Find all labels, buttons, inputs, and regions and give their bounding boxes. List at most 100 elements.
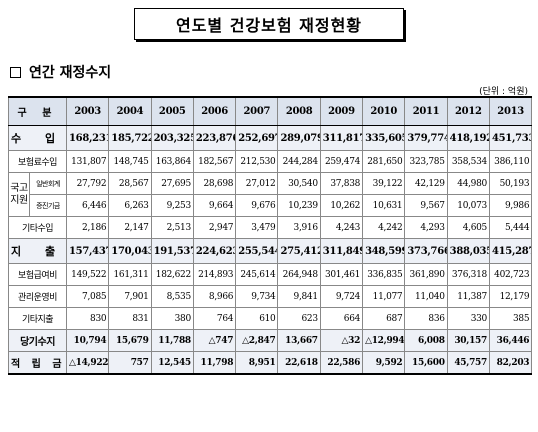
national-support-group-label: 국고 지원 일반회계 증진기금	[8, 172, 67, 217]
row-label: 관리운영비	[8, 285, 67, 308]
value-cell: 9,734	[235, 285, 279, 308]
header-year: 2006	[192, 96, 237, 126]
value-cell: 131,807	[65, 150, 110, 173]
value-cell: 4,293	[404, 216, 448, 239]
table-row: 국고 지원 일반회계 증진기금 27,792 28,567 27,695 28,698 27,…	[8, 172, 533, 217]
value-cell: 9,841	[277, 285, 321, 308]
value-cell: 764	[192, 307, 237, 330]
row-label: 적 립 금	[8, 351, 67, 375]
value-cell: 214,893	[192, 263, 237, 286]
value-cell: 212,530	[235, 150, 279, 173]
table-row: 관리운영비 7,085 7,901 8,535 8,966 9,734 9,841 9,724…	[8, 285, 533, 308]
table-row: 수 입 168,231 185,722 203,325 223,876 252,697 28…	[8, 125, 533, 151]
page-title: 연도별 건강보험 재정현황	[134, 8, 404, 40]
value-cell: 223,876	[192, 125, 237, 151]
value-cell: 15,600	[404, 351, 448, 375]
row-label: 수 입	[8, 125, 67, 151]
value-cell: 161,311	[108, 263, 152, 286]
header-year: 2010	[362, 96, 406, 126]
header-year: 2011	[404, 96, 448, 126]
group-label-text: 국고 지원	[10, 173, 30, 216]
header-year: 2007	[235, 96, 279, 126]
value-cell: 3,916	[277, 216, 321, 239]
value-cell: 170,043	[108, 238, 152, 264]
value-cell: 10,631	[362, 194, 406, 217]
value-cell: 27,012	[235, 172, 279, 195]
value-cell: 402,723	[488, 263, 533, 286]
value-cell: 373,766	[404, 238, 448, 264]
table-header-row: 구 분 2003 2004 2005 2006 2007 2008 2009 2010 2011…	[8, 96, 533, 126]
value-cell: 163,864	[150, 150, 194, 173]
value-cell: 15,679	[108, 329, 152, 352]
value-cell: 224,623	[192, 238, 237, 264]
value-cell: 27,695	[150, 172, 194, 195]
value-cell: 264,948	[277, 263, 321, 286]
table-row: 6,446 6,263 9,253 9,664 9,676 10,239 10,262 10,…	[9, 194, 533, 217]
value-cell: 4,242	[362, 216, 406, 239]
value-cell: 323,785	[404, 150, 448, 173]
value-cell: 245,614	[235, 263, 279, 286]
value-cell: 45,757	[446, 351, 490, 375]
value-cell: 330	[446, 307, 490, 330]
value-cell: 6,263	[108, 194, 152, 217]
value-cell: 664	[319, 307, 364, 330]
value-cell: 2,147	[108, 216, 152, 239]
value-cell: 259,474	[319, 150, 364, 173]
value-cell: 28,698	[192, 172, 237, 195]
value-cell: 8,966	[192, 285, 237, 308]
value-cell: 36,446	[488, 329, 533, 352]
header-year: 2012	[446, 96, 490, 126]
header-year: 2008	[277, 96, 321, 126]
value-cell: 7,901	[108, 285, 152, 308]
value-cell: 623	[277, 307, 321, 330]
table-row: 지 출 157,437 170,043 191,537 224,623 255,544 27…	[8, 238, 533, 264]
value-cell: 418,192	[446, 125, 490, 151]
value-cell: 311,849	[319, 238, 364, 264]
value-cell: 22,618	[277, 351, 321, 375]
value-cell: 301,461	[319, 263, 364, 286]
value-cell: 11,798	[192, 351, 237, 375]
value-cell: 10,262	[319, 194, 364, 217]
value-cell: 50,193	[488, 172, 533, 195]
value-cell: 39,122	[362, 172, 406, 195]
value-cell: 44,980	[446, 172, 490, 195]
table-row: 보험급여비 149,522 161,311 182,622 214,893 245,614…	[8, 263, 533, 286]
value-cell: 22,586	[319, 351, 364, 375]
value-cell: 5,444	[488, 216, 533, 239]
value-cell: 157,437	[65, 238, 110, 264]
value-cell: 30,157	[446, 329, 490, 352]
value-cell: △32	[319, 329, 364, 352]
row-label: 기타수입	[8, 216, 67, 239]
value-cell: 2,186	[65, 216, 110, 239]
sub-row-label: 일반회계	[30, 174, 66, 195]
square-bullet-icon	[10, 66, 21, 78]
header-year: 2009	[319, 96, 364, 126]
value-cell: 836	[404, 307, 448, 330]
value-cell: 361,890	[404, 263, 448, 286]
value-cell: 255,544	[235, 238, 279, 264]
header-year: 2013	[488, 96, 533, 126]
value-cell: 185,722	[108, 125, 152, 151]
section-title: 연간 재정수지	[29, 65, 112, 81]
value-cell: 10,794	[65, 329, 110, 352]
value-cell: 385	[488, 307, 533, 330]
value-cell: 10,239	[277, 194, 321, 217]
value-cell: 182,622	[150, 263, 194, 286]
row-label: 지 출	[8, 238, 67, 264]
value-cell: △2,847	[235, 329, 279, 352]
table-row: 기타지출 830 831 380 764 610 623 664 687 836 330 385	[8, 307, 533, 330]
value-cell: 11,788	[150, 329, 194, 352]
value-cell: 281,650	[362, 150, 406, 173]
value-cell: 28,567	[108, 172, 152, 195]
value-cell: 82,203	[488, 351, 533, 375]
value-cell: 358,534	[446, 150, 490, 173]
value-cell: 3,479	[235, 216, 279, 239]
value-cell: 4,605	[446, 216, 490, 239]
table-row: 당기수지 10,794 15,679 11,788 △747 △2,847 13,667 △3…	[8, 329, 533, 352]
header-year: 2004	[108, 96, 152, 126]
value-cell: 9,986	[488, 194, 533, 217]
value-cell: 9,253	[150, 194, 194, 217]
value-cell: 203,325	[150, 125, 194, 151]
value-cell: 11,077	[362, 285, 406, 308]
header-year: 2003	[65, 96, 110, 126]
